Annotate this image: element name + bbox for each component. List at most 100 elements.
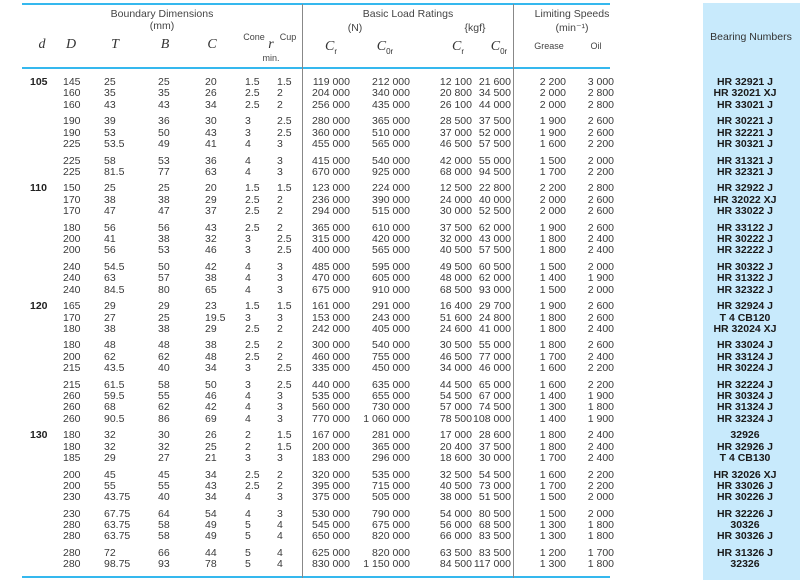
cell-cr-n: 535 000	[312, 390, 350, 402]
cell-r-cone: 5	[245, 547, 251, 559]
cell-bearing-number: HR 30221 J	[716, 115, 774, 128]
cell-c0r-kgf: 108 000	[473, 412, 511, 425]
cell-bearing-number: HR 30222 J	[716, 233, 774, 245]
cell-c0r-kgf: 62 000	[478, 221, 511, 234]
cell-cr-kgf: 28 500	[439, 115, 472, 128]
cell-cr-n: 153 000	[312, 311, 350, 324]
cell-B: 30	[158, 429, 170, 442]
cell-r-cone: 4	[245, 507, 251, 520]
cell-C: 43	[205, 479, 217, 492]
cell-T: 32	[104, 440, 116, 453]
cell-cr-n: 530 000	[312, 507, 350, 520]
cell-r-cup: 4	[277, 547, 283, 559]
cell-speed-grease: 1 600	[539, 468, 566, 481]
cell-r-cup: 3	[277, 260, 283, 273]
cell-speed-oil: 1 800	[587, 530, 614, 543]
cell-D: 200	[63, 479, 81, 492]
cell-bearing-number: HR 32924 J	[716, 300, 774, 313]
cell-c0r-n: 565 000	[372, 137, 410, 150]
cell-speed-grease: 1 600	[539, 378, 566, 391]
cell-cr-kgf: 12 100	[439, 76, 472, 88]
cell-c0r-kgf: 24 800	[478, 311, 511, 324]
cell-cr-n: 204 000	[312, 87, 350, 100]
cell-B: 50	[158, 260, 170, 273]
cell-c0r-kgf: 28 600	[478, 429, 511, 442]
cell-r-cone: 2	[245, 429, 251, 442]
cell-bearing-number: HR 31322 J	[716, 272, 774, 285]
cell-bearing-number: HR 32321 J	[716, 165, 774, 178]
c0r-subscript: 0r	[386, 46, 394, 56]
cell-D: 170	[63, 311, 81, 324]
cell-cr-kgf: 46 500	[439, 137, 472, 150]
cell-r-cup: 3	[277, 390, 283, 402]
cell-c0r-kgf: 77 000	[478, 350, 511, 363]
cell-speed-grease: 1 500	[539, 491, 566, 504]
cell-B: 62	[158, 401, 170, 414]
cell-cr-n: 236 000	[312, 193, 350, 206]
cell-D: 185	[63, 451, 81, 464]
cell-speed-grease: 1 300	[539, 401, 566, 414]
cell-C: 19.5	[205, 311, 226, 324]
cell-r-cup: 3	[277, 311, 283, 324]
cell-T: 38	[104, 193, 116, 206]
cell-speed-oil: 1 900	[587, 412, 614, 425]
cell-T: 72	[104, 547, 116, 559]
cell-C: 29	[205, 193, 217, 206]
cell-C: 49	[205, 530, 217, 543]
cell-C: 38	[205, 339, 217, 352]
cell-speed-grease: 2 000	[539, 205, 566, 218]
cell-speed-oil: 2 600	[587, 193, 614, 206]
cell-cr-kgf: 38 000	[439, 491, 472, 504]
cell-r-cone: 3	[245, 115, 251, 128]
cell-B: 86	[158, 412, 170, 425]
cell-cr-kgf: 26 100	[439, 98, 472, 111]
cell-cr-kgf: 24 000	[439, 193, 472, 206]
cell-c0r-n: 535 000	[372, 468, 410, 481]
cell-speed-grease: 1 800	[539, 311, 566, 324]
cell-cr-n: 400 000	[312, 244, 350, 257]
cell-C: 36	[205, 154, 217, 167]
cell-speed-oil: 2 200	[587, 165, 614, 178]
cell-c0r-kgf: 37 500	[478, 115, 511, 128]
cell-speed-grease: 1 900	[539, 300, 566, 313]
cell-D: 215	[63, 378, 81, 391]
cell-B: 38	[158, 193, 170, 206]
cell-C: 41	[205, 137, 217, 150]
cell-bearing-number: HR 32221 J	[716, 126, 774, 139]
cell-speed-oil: 2 200	[587, 137, 614, 150]
cell-B: 25	[158, 311, 170, 324]
cell-bearing-number: 30326	[730, 519, 760, 532]
cell-D: 190	[63, 115, 81, 128]
cell-speed-oil: 2 200	[587, 362, 614, 375]
cell-c0r-kgf: 43 000	[478, 233, 511, 245]
cell-speed-grease: 1 800	[539, 339, 566, 352]
cell-speed-grease: 1 500	[539, 283, 566, 296]
cell-speed-oil: 2 400	[587, 440, 614, 453]
cell-D: 280	[63, 558, 81, 571]
cell-speed-grease: 1 300	[539, 530, 566, 543]
cell-c0r-kgf: 21 600	[478, 76, 511, 88]
cell-r-cone: 3	[245, 311, 251, 324]
cell-B: 77	[158, 165, 170, 178]
cell-speed-grease: 1 500	[539, 154, 566, 167]
cell-T: 43.75	[104, 491, 131, 504]
cell-T: 41	[104, 233, 116, 245]
cell-speed-oil: 2 400	[587, 244, 614, 257]
cell-speed-grease: 1 700	[539, 451, 566, 464]
column-divider	[513, 4, 514, 578]
cell-B: 40	[158, 491, 170, 504]
cell-cr-kgf: 40 500	[439, 479, 472, 492]
cell-r-cup: 1.5	[277, 440, 292, 453]
cell-r-cone: 4	[245, 412, 251, 425]
cell-r-cup: 2.5	[277, 378, 292, 391]
cell-speed-grease: 2 200	[539, 76, 566, 88]
cell-T: 35	[104, 87, 116, 100]
cell-c0r-n: 715 000	[372, 479, 410, 492]
cell-speed-grease: 2 200	[539, 182, 566, 195]
cell-cr-kgf: 16 400	[439, 300, 472, 313]
cell-c0r-kgf: 29 700	[478, 300, 511, 313]
cell-B: 80	[158, 283, 170, 296]
col-cone: Cone	[243, 32, 265, 42]
cell-c0r-kgf: 60 500	[478, 260, 511, 273]
cell-D: 180	[63, 339, 81, 352]
